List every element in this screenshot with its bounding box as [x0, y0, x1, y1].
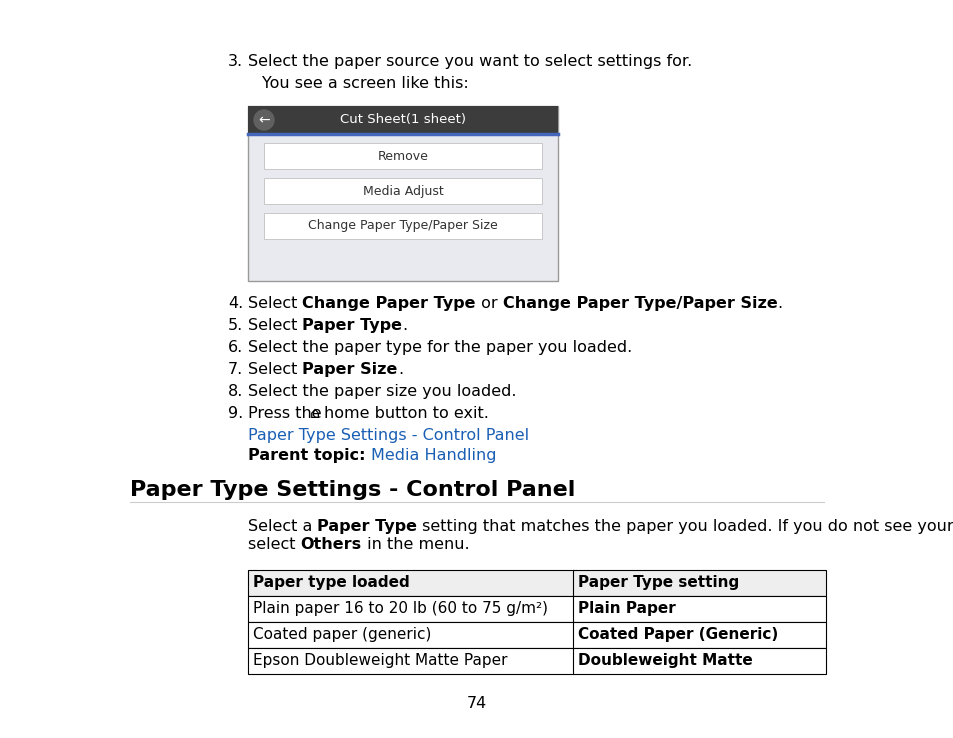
Text: 6.: 6. [228, 340, 243, 355]
Bar [248, 570, 825, 596]
Bar [248, 648, 825, 674]
Text: .: . [777, 296, 781, 311]
Text: Select the paper type for the paper you loaded.: Select the paper type for the paper you … [248, 340, 632, 355]
Text: 74: 74 [466, 696, 487, 711]
Text: .: . [397, 362, 402, 377]
Text: Paper Type Settings - Control Panel: Paper Type Settings - Control Panel [248, 428, 529, 443]
Bar [264, 143, 541, 169]
Text: setting that matches the paper you loaded. If you do not see your paper type lis: setting that matches the paper you loade… [417, 519, 953, 534]
Text: Select: Select [248, 296, 302, 311]
Text: Paper Type: Paper Type [317, 519, 417, 534]
Text: Cut Sheet(1 sheet): Cut Sheet(1 sheet) [339, 114, 465, 126]
Text: Paper Type Settings - Control Panel: Paper Type Settings - Control Panel [130, 480, 575, 500]
Text: Plain paper 16 to 20 lb (60 to 75 g/m²): Plain paper 16 to 20 lb (60 to 75 g/m²) [253, 601, 547, 616]
Text: or: or [476, 296, 502, 311]
Text: Change Paper Type/Paper Size: Change Paper Type/Paper Size [308, 219, 497, 232]
Text: Select: Select [248, 318, 302, 333]
Text: Press the: Press the [248, 406, 327, 421]
Text: 9.: 9. [228, 406, 243, 421]
Bar [264, 178, 541, 204]
Bar [248, 622, 825, 648]
Text: Coated paper (generic): Coated paper (generic) [253, 627, 431, 643]
Text: Plain Paper: Plain Paper [578, 601, 675, 616]
Text: Doubleweight Matte: Doubleweight Matte [578, 654, 752, 669]
Text: Paper Type: Paper Type [302, 318, 402, 333]
Bar [248, 106, 558, 134]
Text: Change Paper Type/Paper Size: Change Paper Type/Paper Size [502, 296, 777, 311]
Text: in the menu.: in the menu. [361, 537, 469, 552]
Text: Select the paper source you want to select settings for.: Select the paper source you want to sele… [248, 54, 692, 69]
Text: 3.: 3. [228, 54, 243, 69]
Circle shape [253, 110, 274, 130]
Text: 4.: 4. [228, 296, 243, 311]
Text: .: . [402, 318, 407, 333]
Text: ←: ← [258, 113, 270, 127]
Text: home button to exit.: home button to exit. [324, 406, 488, 421]
Bar [248, 106, 558, 281]
Text: Media Adjust: Media Adjust [362, 184, 443, 198]
Text: Change Paper Type: Change Paper Type [302, 296, 476, 311]
Text: You see a screen like this:: You see a screen like this: [262, 76, 468, 91]
Text: 8.: 8. [228, 384, 243, 399]
Text: Select the paper size you loaded.: Select the paper size you loaded. [248, 384, 516, 399]
Text: Others: Others [300, 537, 361, 552]
Text: ⌂: ⌂ [310, 406, 320, 421]
Text: Media Handling: Media Handling [370, 448, 496, 463]
Text: Coated Paper (Generic): Coated Paper (Generic) [578, 627, 778, 643]
Text: Paper Size: Paper Size [302, 362, 397, 377]
Text: Remove: Remove [377, 150, 428, 162]
Text: 7.: 7. [228, 362, 243, 377]
Text: Select a: Select a [248, 519, 317, 534]
Text: Paper Type setting: Paper Type setting [578, 576, 739, 590]
Bar [248, 596, 825, 622]
Bar [264, 213, 541, 239]
Text: Parent topic:: Parent topic: [248, 448, 365, 463]
Text: select: select [248, 537, 300, 552]
Text: 5.: 5. [228, 318, 243, 333]
Text: Select: Select [248, 362, 302, 377]
Text: Paper type loaded: Paper type loaded [253, 576, 410, 590]
Text: Epson Doubleweight Matte Paper: Epson Doubleweight Matte Paper [253, 654, 507, 669]
